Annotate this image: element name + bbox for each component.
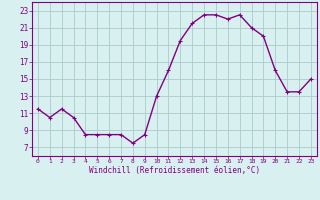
X-axis label: Windchill (Refroidissement éolien,°C): Windchill (Refroidissement éolien,°C) (89, 166, 260, 175)
